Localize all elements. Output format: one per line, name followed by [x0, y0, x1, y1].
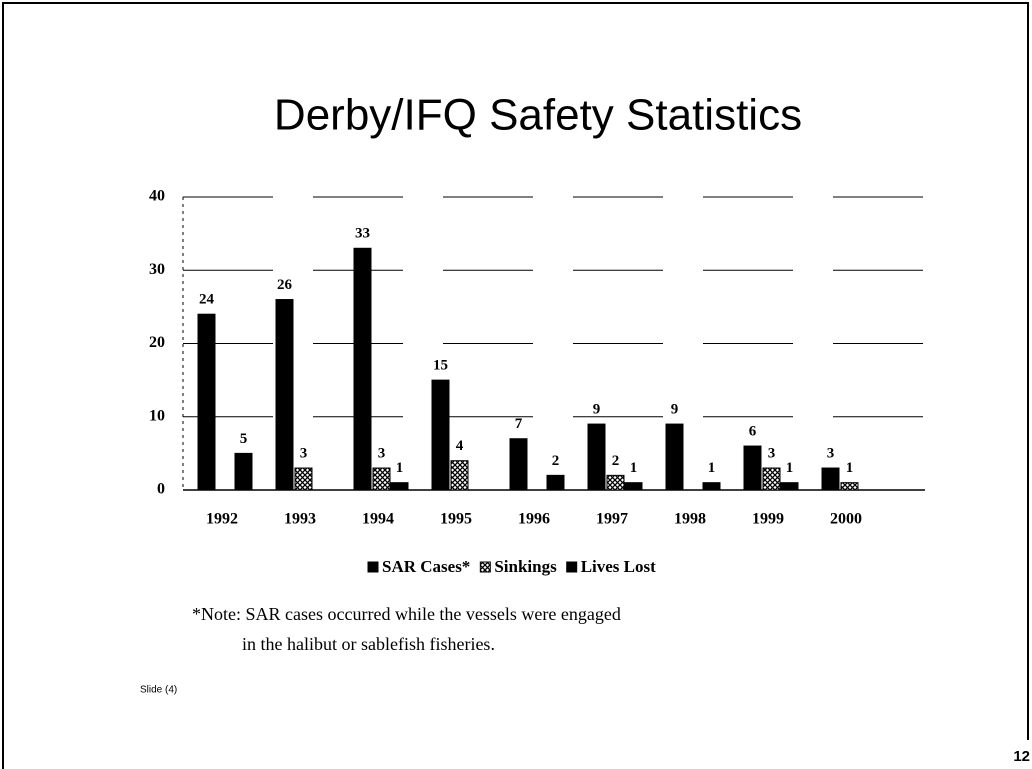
bar [450, 460, 469, 491]
value-label: 3 [378, 445, 386, 461]
x-tick-label: 1996 [518, 511, 550, 528]
bar [780, 482, 799, 491]
y-tick-label: 20 [149, 334, 165, 351]
x-tick-label: 2000 [830, 511, 862, 528]
value-label: 24 [199, 292, 215, 308]
value-label: 4 [456, 438, 464, 454]
bar [294, 467, 313, 491]
value-label: 1 [708, 460, 716, 476]
value-label: 1 [786, 460, 794, 476]
bar [587, 423, 606, 491]
value-label: 9 [593, 402, 601, 418]
value-label: 7 [515, 416, 523, 432]
value-label: 9 [671, 402, 679, 418]
value-label: 33 [355, 226, 370, 242]
value-label: 1 [396, 460, 404, 476]
bar [509, 438, 528, 491]
x-tick-label: 1997 [596, 511, 628, 528]
bar [743, 445, 762, 491]
legend-swatch [479, 561, 491, 573]
note-line: in the halibut or sablefish fisheries. [242, 634, 495, 654]
chart-title: Derby/IFQ Safety Statistics [274, 91, 802, 140]
bar [821, 467, 840, 491]
bar [840, 482, 859, 491]
source: Slide (4) [140, 685, 177, 696]
y-tick-label: 40 [149, 188, 165, 205]
y-tick-label: 30 [149, 261, 165, 278]
bar [234, 452, 253, 491]
x-tick-label: 1993 [284, 511, 316, 528]
note-line: *Note: SAR cases occurred while the vess… [192, 604, 621, 624]
value-label: 2 [612, 453, 620, 469]
legend-swatch [566, 561, 578, 573]
value-label: 26 [277, 277, 293, 293]
bar [431, 379, 450, 491]
bar [275, 299, 294, 491]
legend-label: Sinkings [494, 557, 557, 576]
bar [353, 247, 372, 491]
legend-label: SAR Cases* [382, 557, 470, 576]
bar [606, 474, 625, 491]
value-label: 3 [827, 445, 835, 461]
value-label: 15 [433, 358, 448, 374]
legend-swatch [367, 561, 379, 573]
x-tick-label: 1998 [674, 511, 706, 528]
value-label: 3 [300, 445, 308, 461]
bar [702, 482, 721, 491]
y-tick-label: 0 [157, 481, 165, 498]
page-number: 12 [1013, 748, 1030, 765]
x-tick-label: 1992 [206, 511, 238, 528]
legend-label: Lives Lost [581, 557, 656, 576]
x-tick-label: 1999 [752, 511, 784, 528]
value-label: 1 [630, 460, 638, 476]
x-tick-label: 1994 [362, 511, 394, 528]
bar [665, 423, 684, 491]
bar [762, 467, 781, 491]
legend: SAR Cases* Sinkings Lives Lost [367, 557, 656, 576]
value-label: 1 [846, 460, 854, 476]
x-tick-label: 1995 [440, 511, 472, 528]
bar [546, 474, 565, 491]
bar [197, 313, 216, 491]
value-label: 3 [768, 445, 776, 461]
value-label: 2 [552, 453, 560, 469]
value-label: 6 [749, 423, 757, 439]
value-label: 5 [240, 431, 248, 447]
bar [372, 467, 391, 491]
y-tick-label: 10 [149, 407, 165, 424]
bar [624, 482, 643, 491]
bar [390, 482, 409, 491]
